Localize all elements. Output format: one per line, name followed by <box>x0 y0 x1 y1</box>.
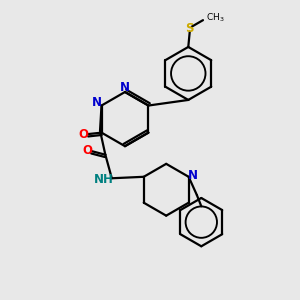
Text: N: N <box>188 169 198 182</box>
Text: N: N <box>92 96 101 109</box>
Text: CH$_3$: CH$_3$ <box>206 12 225 24</box>
Text: N: N <box>120 81 130 94</box>
Text: S: S <box>185 22 194 35</box>
Text: O: O <box>82 144 92 158</box>
Text: NH: NH <box>94 173 113 186</box>
Text: O: O <box>78 128 88 141</box>
